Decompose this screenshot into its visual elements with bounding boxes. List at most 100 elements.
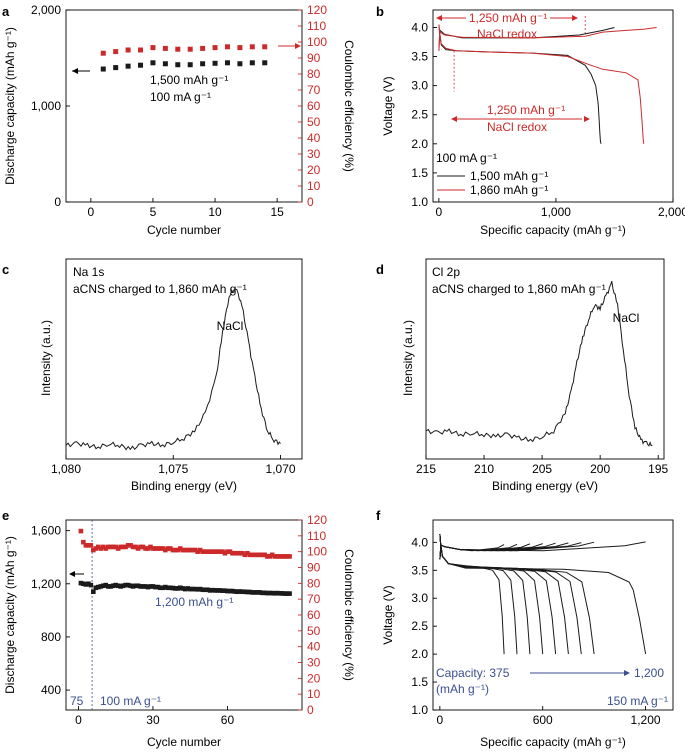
y2-axis-label-e: Coulombic efficiency (%) (342, 549, 356, 681)
ce-point (274, 554, 280, 559)
ce-point (86, 543, 91, 548)
ce-point (284, 554, 290, 559)
x-tick-label-a: 10 (208, 205, 222, 219)
ce-point (100, 544, 106, 550)
y-tick-label-f: 1.0 (411, 703, 428, 717)
y2-tick-label-a: 50 (307, 115, 321, 129)
y-tick-label-f: 4.0 (411, 535, 428, 549)
capacity-point (272, 591, 277, 596)
ce-point (224, 44, 230, 50)
capacity-point (190, 586, 195, 592)
capacity-point (175, 586, 181, 591)
capacity-start-label-f: Capacity: 375 (436, 666, 510, 680)
capacity-point (227, 588, 233, 594)
discharge-curve (439, 533, 557, 655)
x-tick-label-f: 1,200 (631, 713, 661, 727)
y2-tick-label-e: 90 (307, 561, 321, 575)
discharge-curve (439, 533, 647, 655)
capacity-point (162, 61, 168, 67)
ce-point (135, 546, 141, 551)
annotation-first-cycles-e: 75 (70, 694, 84, 708)
left-axis-arrow-head-a (72, 68, 78, 74)
charge-curve (439, 543, 531, 560)
capacity-point (130, 584, 136, 589)
discharge-curve (439, 533, 544, 655)
capacity-point (195, 587, 200, 592)
capacity-point (262, 590, 268, 596)
ce-point (187, 547, 193, 553)
ce-point (264, 554, 270, 559)
x-tick-label-a: 15 (270, 205, 284, 219)
capacity-point (150, 60, 156, 66)
mid-arrow-right-head-b (584, 116, 590, 122)
ce-point (180, 547, 186, 553)
x-tick-label-e: 0 (75, 713, 82, 727)
capacity-point (150, 584, 156, 589)
capacity-point (262, 60, 268, 66)
capacity-point (232, 589, 238, 594)
panel-letter-f: f (376, 508, 381, 523)
charge-curve (439, 544, 505, 560)
y2-tick-label-e: 120 (307, 513, 327, 527)
y2-tick-label-a: 100 (307, 35, 327, 49)
capacity-point (153, 584, 158, 590)
left-axis-arrow-head-e (69, 571, 75, 577)
y2-tick-label-a: 60 (307, 99, 321, 113)
ce-point (240, 550, 245, 556)
xps-spectrum (65, 288, 281, 451)
capacity-point (235, 589, 240, 595)
annotation-rate-a: 100 mA g⁻¹ (150, 90, 211, 104)
capacity-point (277, 591, 282, 596)
ce-point (185, 547, 191, 553)
element-line-c: Na 1s (73, 265, 104, 279)
ce-point (195, 549, 200, 554)
annotation-mid-capacity-b: 1,250 mAh g⁻¹ (487, 103, 565, 117)
ce-point (262, 44, 268, 50)
y-axis-label-d: Intensity (a.u.) (401, 320, 415, 396)
y-tick-label-e: 800 (41, 630, 61, 644)
ce-point (254, 552, 260, 558)
y2-tick-label-a: 110 (307, 19, 326, 33)
peak-label-d: NaCl (613, 311, 640, 325)
rate-label-f: 150 mA g⁻¹ (607, 694, 668, 708)
y2-tick-label-a: 80 (307, 67, 321, 81)
capacity-point (249, 60, 255, 66)
capacity-point (95, 584, 101, 590)
capacity-point (279, 591, 285, 596)
data-marks-e: 0 30 604008001,2001,6000102030405060708090… (31, 513, 327, 727)
ce-point (98, 546, 104, 551)
ce-point (155, 546, 161, 551)
capacity-point (123, 582, 128, 588)
capacity-point (105, 584, 111, 589)
capacity-point (120, 583, 126, 589)
ce-point (123, 544, 128, 550)
ce-point (153, 546, 158, 551)
capacity-point (133, 583, 138, 589)
ce-point (259, 552, 265, 558)
y-axis-label-e: Discharge capacity (mAh g⁻¹) (3, 536, 17, 694)
ce-point (212, 45, 218, 51)
ce-point (108, 544, 114, 550)
capacity-point (205, 587, 210, 593)
capacity-point (98, 584, 104, 589)
x-axis-label-b: Specific capacity (mAh g⁻¹) (480, 223, 626, 237)
ce-point (128, 543, 133, 548)
x-tick-label-a: 5 (150, 205, 157, 219)
ce-point (187, 46, 193, 52)
y2-tick-label-a: 0 (307, 195, 314, 209)
capacity-point (200, 587, 205, 593)
capacity-point (182, 586, 188, 592)
panel-d: d Cl 2p aCNS charged to 1,860 mAh g⁻¹ Na… (376, 258, 669, 493)
legend-title-b: 100 mA g⁻¹ (436, 151, 497, 165)
y-axis-label-f: Voltage (V) (381, 585, 395, 644)
y-axis-label-a: Discharge capacity (mAh g⁻¹) (3, 27, 17, 185)
capacity-point (254, 590, 260, 595)
ce-point (202, 549, 208, 554)
capacity-point (155, 584, 161, 590)
y2-tick-label-a: 120 (307, 3, 327, 17)
x-tick-label-f: 600 (533, 713, 553, 727)
legend-label-1860-b: 1,860 mAh g⁻¹ (470, 183, 548, 197)
y2-tick-label-a: 40 (307, 131, 321, 145)
ce-point (250, 552, 255, 558)
capacity-point (168, 585, 173, 591)
